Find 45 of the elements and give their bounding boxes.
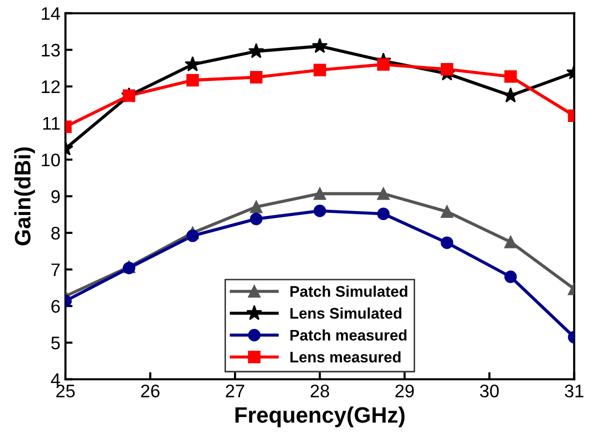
point [186,74,199,86]
x-tick-label: 26 [141,384,160,398]
legend-label: Patch Simulated [290,286,408,297]
x-tick-label: 25 [56,384,75,398]
y-tick-label: 7 [51,264,60,276]
x-tick-label: 28 [310,384,330,398]
point [504,270,517,284]
x-tick-label: 31 [564,384,584,398]
point [314,204,326,218]
x-axis-title: Frequency(GHz) [235,406,405,428]
point [504,236,517,248]
y-tick-label: 14 [42,7,60,20]
y-tick-label: 5 [51,336,60,350]
point [440,62,454,76]
point [250,212,262,226]
y-tick-label: 8 [51,226,60,240]
point [502,87,519,102]
point [440,236,454,249]
point [314,64,326,76]
x-tick-label: 29 [395,384,414,398]
legend-label: Patch measured [290,329,406,341]
point [184,56,201,72]
y-tick-label: 9 [51,190,60,203]
legend-label: Lens Simulated [290,308,402,319]
x-tick-label: 30 [480,384,499,398]
point [377,58,390,71]
point [314,187,326,200]
x-tick-label: 27 [226,384,244,398]
point [250,200,262,214]
y-tick-label: 11 [43,117,60,130]
point [504,70,517,83]
point [248,42,264,58]
point [377,208,390,220]
y-tick-label: 10 [42,154,60,166]
point [440,205,454,218]
point [312,38,328,54]
y-axis-title: Gain(dBi) [14,147,35,246]
y-tick-label: 13 [42,44,60,57]
legend-label: Lens measured [290,351,400,362]
point [250,71,262,84]
point [186,230,199,242]
y-tick-label: 6 [51,300,60,313]
point [377,187,390,200]
y-tick-label: 4 [50,373,60,386]
y-tick-label: 12 [42,80,60,93]
